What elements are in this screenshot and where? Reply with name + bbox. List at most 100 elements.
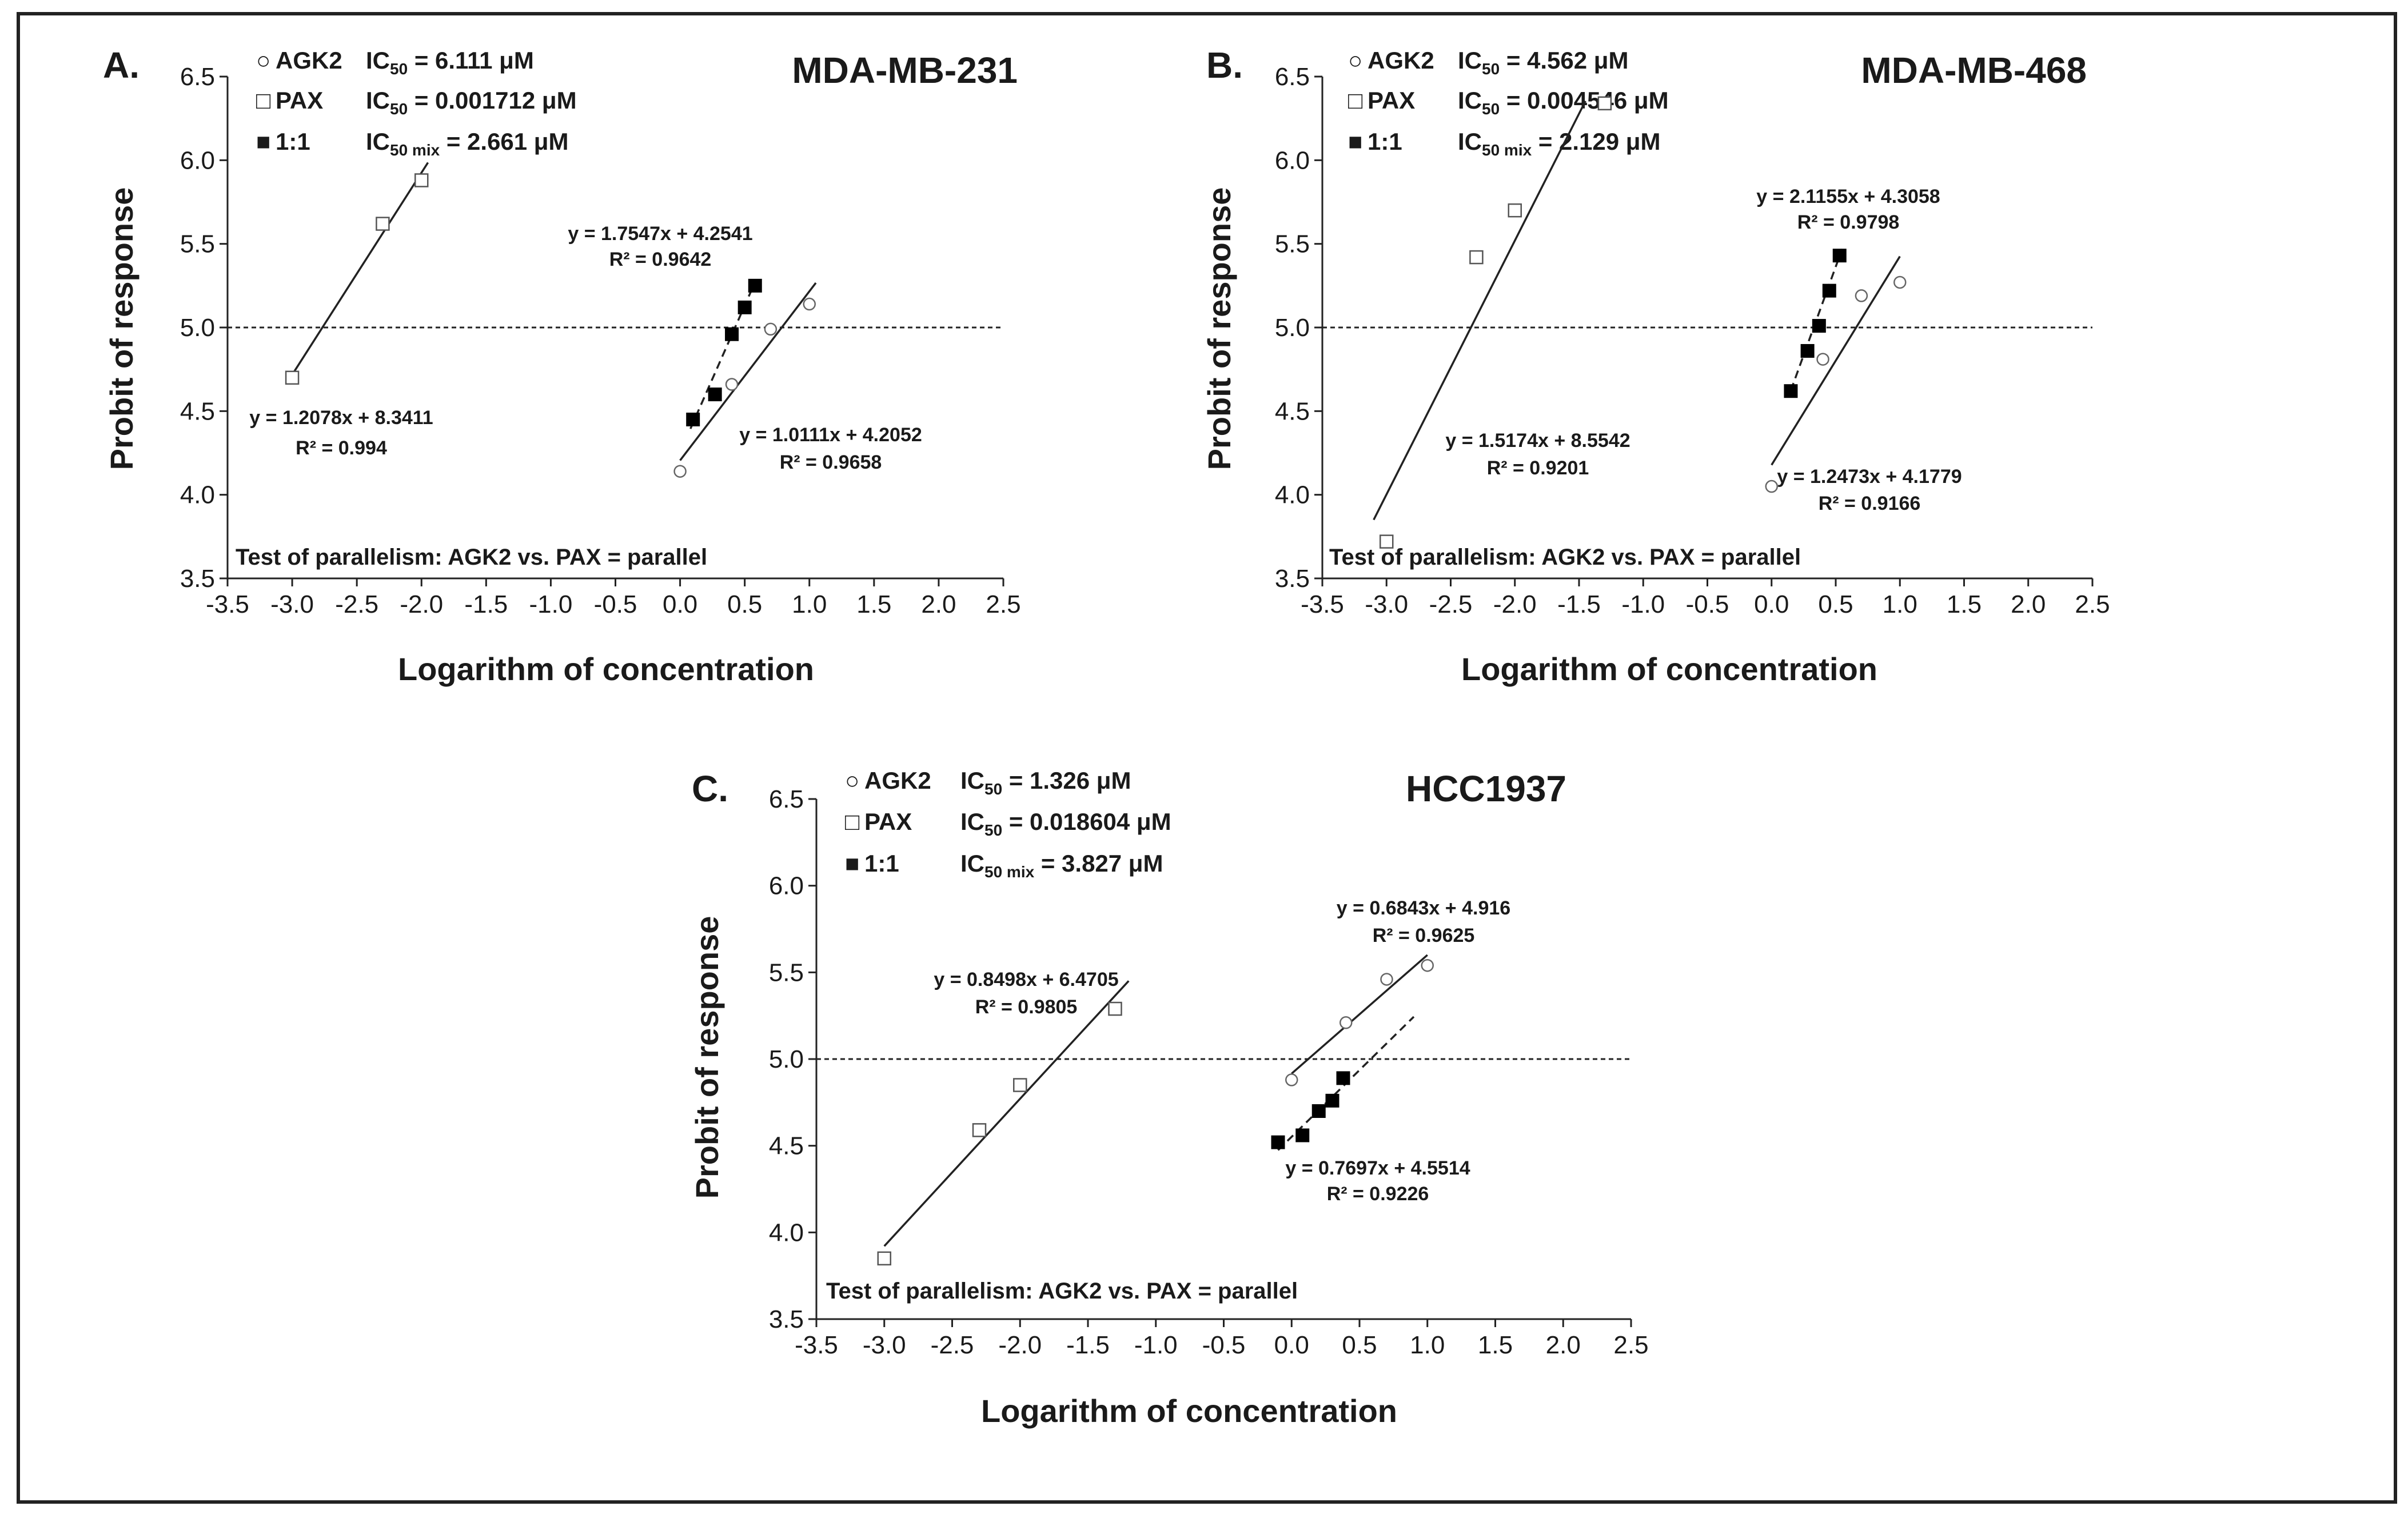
x-tick-label: 1.5 [1478, 1331, 1513, 1359]
r-squared-text: R² = 0.9166 [1819, 493, 1921, 514]
plot-area: 3.5 4.0 4.5 5.0 5.5 6.0 6.5 -3.5 -3.0 -2.5 -2.0 -1.… [180, 63, 1021, 618]
x-tick-label: -1.5 [1557, 590, 1601, 618]
equation-text: y = 1.2473x + 4.1779 [1777, 466, 1962, 488]
data-point-mix [708, 388, 722, 402]
legend-marker: ■ [845, 850, 859, 877]
legend-ic50: IC50 = 4.562 μM [1458, 47, 1628, 78]
legend-item: ○ AGK2 IC50 = 1.326 μM [845, 767, 1131, 798]
legend-item: ■ 1:1 IC50 mix = 2.129 μM [1348, 128, 1661, 159]
legend-label: AGK2 [864, 767, 931, 794]
equation-text: y = 1.7547x + 4.2541 [568, 223, 752, 245]
x-tick-label: -3.5 [1301, 590, 1344, 618]
r-squared-text: R² = 0.9798 [1797, 211, 1900, 233]
legend-ic50: IC50 = 6.111 μM [366, 47, 534, 78]
x-tick-label: 1.5 [1947, 590, 1982, 618]
data-point-mix [686, 412, 700, 426]
data-point-mix [748, 278, 762, 293]
data-point-pax [1469, 250, 1484, 265]
fit-equation: y = 1.5174x + 8.5542 R² = 0.9201 [1445, 430, 1630, 479]
y-tick-label: 3.5 [1275, 565, 1310, 593]
data-point-agk2 [1339, 1016, 1353, 1029]
legend: ○ AGK2 IC50 = 6.111 μM □ PAX IC50 = 0.00… [256, 47, 577, 159]
y-tick-label: 4.0 [769, 1219, 804, 1247]
legend-marker: ■ [256, 128, 270, 155]
data-point-pax [972, 1123, 987, 1137]
x-tick-label: -3.5 [206, 590, 249, 618]
legend-ic50: IC50 = 0.018604 μM [960, 808, 1171, 839]
chart-title: MDA-MB-231 [792, 50, 1018, 91]
y-tick-label: 6.5 [769, 785, 804, 813]
panel-letter: C. [692, 768, 728, 809]
data-point-agk2 [1285, 1073, 1298, 1086]
fit-equation: y = 0.8498x + 6.4705 R² = 0.9805 [934, 969, 1118, 1018]
data-point-agk2 [673, 465, 687, 478]
x-tick-label: -3.0 [863, 1331, 906, 1359]
data-point-pax [376, 217, 390, 231]
plot-area: 3.5 4.0 4.5 5.0 5.5 6.0 6.5 -3.5 -3.0 -2.5 -2.0 -1.… [1275, 63, 2110, 618]
legend-ic50: IC50 = 1.326 μM [960, 767, 1131, 798]
data-point-pax [414, 173, 429, 187]
legend-ic50: IC50 = 0.004546 μM [1458, 87, 1669, 118]
y-tick-label: 5.0 [180, 314, 215, 342]
fit-equation: y = 1.2473x + 4.1779 R² = 0.9166 [1777, 466, 1962, 514]
chart-title: MDA-MB-468 [1861, 50, 2087, 91]
legend-marker: ○ [1348, 47, 1362, 74]
x-tick-label: -3.0 [1365, 590, 1408, 618]
data-point-mix [1822, 283, 1836, 298]
figure-border [17, 12, 2397, 1504]
data-point-mix [1812, 319, 1826, 333]
x-tick-label: -0.5 [1202, 1331, 1246, 1359]
x-axis-title: Logarithm of concentration [1461, 651, 1877, 687]
legend-item: ○ AGK2 IC50 = 4.562 μM [1348, 47, 1628, 78]
parallelism-note: Test of parallelism: AGK2 vs. PAX = para… [1329, 545, 1801, 570]
r-squared-text: R² = 0.9226 [1327, 1183, 1429, 1205]
legend-marker: ■ [1348, 128, 1362, 155]
legend: ○ AGK2 IC50 = 4.562 μM □ PAX IC50 = 0.00… [1348, 47, 1669, 159]
data-point-pax [1508, 203, 1522, 218]
fit-line-1-1 [1789, 249, 1843, 391]
y-tick-label: 4.5 [180, 397, 215, 425]
x-axis-title: Logarithm of concentration [398, 651, 814, 687]
equation-text: y = 0.8498x + 6.4705 [934, 969, 1118, 990]
y-tick-label: 4.0 [180, 481, 215, 509]
x-tick-label: -1.0 [1134, 1331, 1178, 1359]
data-point-pax [1013, 1078, 1027, 1092]
legend: ○ AGK2 IC50 = 1.326 μM □ PAX IC50 = 0.01… [845, 767, 1171, 881]
fit-equation: y = 1.0111x + 4.2052 R² = 0.9658 [739, 424, 922, 473]
legend-marker: ○ [845, 767, 859, 794]
data-point-agk2 [1380, 973, 1393, 986]
data-point-pax [1380, 534, 1394, 549]
panel-c: C. HCC1937 Probit of response Logarithm … [689, 767, 1566, 1429]
chart-title: HCC1937 [1406, 768, 1566, 809]
y-tick-label: 6.5 [1275, 63, 1310, 91]
fit-equation: y = 0.6843x + 4.916 R² = 0.9625 [1337, 897, 1510, 946]
x-tick-label: 0.0 [663, 590, 697, 618]
x-tick-label: -0.5 [594, 590, 637, 618]
x-tick-label: 0.5 [727, 590, 762, 618]
x-axis-title: Logarithm of concentration [981, 1393, 1397, 1429]
legend-label: PAX [276, 87, 323, 114]
data-point-mix [1271, 1135, 1285, 1149]
fit-equation: y = 1.2078x + 8.3411 R² = 0.994 [249, 407, 433, 459]
y-tick-label: 5.0 [769, 1045, 804, 1073]
equation-text: y = 2.1155x + 4.3058 [1756, 186, 1940, 207]
x-tick-label: -0.5 [1686, 590, 1729, 618]
x-tick-label: -1.5 [464, 590, 508, 618]
legend-ic50: IC50 mix = 3.827 μM [960, 850, 1163, 881]
x-tick-label: -1.0 [529, 590, 573, 618]
equation-text: y = 0.6843x + 4.916 [1337, 897, 1510, 919]
y-tick-label: 6.0 [180, 146, 215, 174]
legend-label: PAX [1368, 87, 1415, 114]
fit-line-agk2 [1291, 954, 1428, 1074]
x-tick-label: -2.5 [931, 1331, 974, 1359]
y-tick-label: 3.5 [769, 1305, 804, 1333]
fit-line-pax [883, 980, 1130, 1247]
r-squared-text: R² = 0.9625 [1373, 925, 1475, 946]
data-point-agk2 [803, 297, 816, 311]
equation-text: y = 0.7697x + 4.5514 [1285, 1157, 1470, 1179]
y-tick-label: 5.0 [1275, 314, 1310, 342]
y-tick-label: 4.5 [769, 1132, 804, 1160]
y-tick-label: 6.0 [1275, 146, 1310, 174]
fit-equation: y = 2.1155x + 4.3058 R² = 0.9798 [1756, 186, 1940, 233]
